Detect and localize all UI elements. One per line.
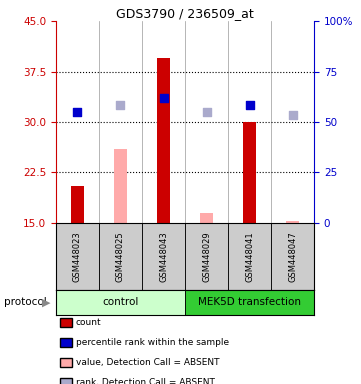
Text: rank, Detection Call = ABSENT: rank, Detection Call = ABSENT	[76, 378, 215, 384]
Text: value, Detection Call = ABSENT: value, Detection Call = ABSENT	[76, 358, 219, 367]
Text: count: count	[76, 318, 101, 327]
Point	[204, 109, 209, 115]
Bar	[56, 290, 185, 315]
Text: GSM448047: GSM448047	[288, 231, 297, 282]
Text: protocol: protocol	[4, 297, 46, 308]
Text: GSM448025: GSM448025	[116, 231, 125, 281]
Text: ▶: ▶	[42, 297, 50, 308]
Text: MEK5D transfection: MEK5D transfection	[198, 297, 301, 308]
Text: control: control	[102, 297, 139, 308]
Text: GSM448041: GSM448041	[245, 231, 254, 281]
Bar	[286, 221, 299, 223]
Bar	[228, 223, 271, 290]
Bar	[185, 290, 314, 315]
Bar	[99, 223, 142, 290]
Point	[161, 95, 166, 101]
Point	[118, 102, 123, 108]
Point	[247, 102, 252, 108]
Bar	[56, 223, 99, 290]
Bar	[243, 122, 256, 223]
Point	[75, 109, 81, 115]
Bar	[142, 223, 185, 290]
Text: GSM448029: GSM448029	[202, 231, 211, 281]
Text: GSM448023: GSM448023	[73, 231, 82, 282]
Bar	[200, 213, 213, 223]
Bar	[114, 149, 127, 223]
Text: GSM448043: GSM448043	[159, 231, 168, 282]
Point	[290, 112, 295, 118]
Text: percentile rank within the sample: percentile rank within the sample	[76, 338, 229, 347]
Bar	[185, 223, 228, 290]
Bar	[157, 58, 170, 223]
Bar	[271, 223, 314, 290]
Bar	[71, 186, 84, 223]
Title: GDS3790 / 236509_at: GDS3790 / 236509_at	[116, 7, 254, 20]
